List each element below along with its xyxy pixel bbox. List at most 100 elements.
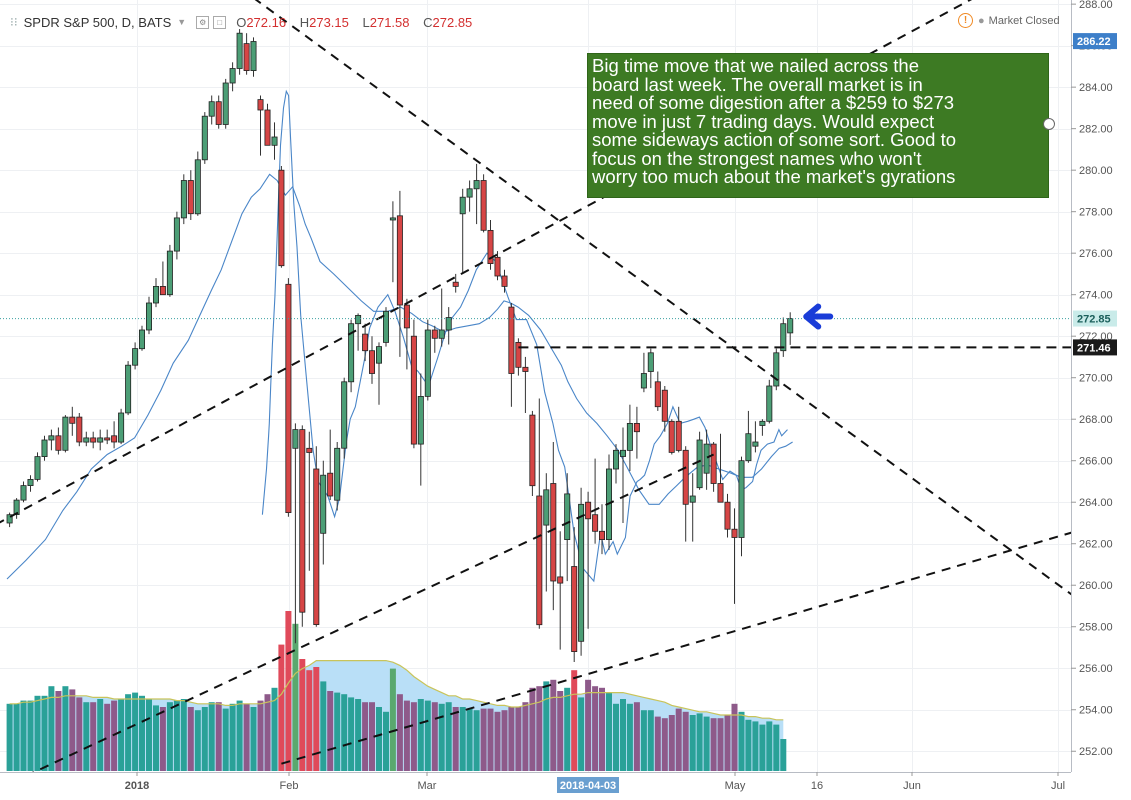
candle [180,174,187,225]
volume-bar [724,715,731,771]
candle [459,188,466,274]
candle [76,413,83,447]
candle-body [138,329,145,350]
volume-bar [187,707,194,771]
candle [640,352,647,393]
price-badge: 271.46 [1073,339,1117,356]
candle-body [125,364,132,414]
volume-bar [292,623,299,771]
volume-bar [166,702,173,771]
candle [466,180,473,212]
candle-body [201,115,208,161]
candle [487,220,494,270]
candle [759,419,766,436]
candle-body [633,422,640,433]
candle [90,431,97,449]
candle-body [738,460,745,538]
candle-body [626,422,633,451]
chevron-down-icon[interactable]: ▼ [177,17,187,27]
volume-bar [236,700,243,771]
volume-bar [299,659,306,771]
candle-body [536,495,543,626]
candle [745,410,752,463]
candle-body [557,576,564,584]
candle-body [661,389,668,422]
candle-body [97,437,104,443]
price-tick-label: 282.00 [1079,124,1113,136]
price-tick-label: 254.00 [1079,705,1113,717]
candle-body [313,468,320,626]
note-line: board last week. The overall market is i… [592,73,923,95]
time-axis-ticks: 2018 Feb Mar 2018-04-03 May 16 Jun Jul [125,772,1065,793]
price-tick-label: 262.00 [1079,539,1113,551]
volume-bar [445,702,452,771]
candle [522,356,529,413]
volume-bar [431,702,438,771]
candle [97,429,104,451]
close-value: 272.85 [432,14,473,30]
candle [661,386,668,432]
candle [703,429,710,490]
settings-icon[interactable]: ⚙ [196,15,210,29]
candle-body [159,285,166,296]
candle [738,456,745,557]
candle [320,460,327,565]
candle-body [278,169,285,267]
candle-body [522,366,529,372]
price-tick-label: 280.00 [1079,165,1113,177]
volume-bar [620,699,626,771]
volume-bar [766,721,773,771]
candle-body [187,180,194,215]
candle [159,261,166,296]
volume-bar [334,692,341,771]
candle [166,244,173,297]
candle-body [515,341,522,368]
candle [278,166,285,268]
candle [424,319,431,401]
candle [173,211,180,260]
price-tick-label: 252.00 [1079,746,1113,758]
note-line: need of some digestion after a $259 to $… [592,92,955,113]
candle-body [682,449,689,505]
note-resize-handle[interactable] [1043,118,1055,130]
candle-body [355,314,362,325]
candle-body [410,335,417,445]
open-label: O [236,14,247,30]
volume-bars [6,611,787,771]
grip-dots-icon[interactable]: ⁝⁝ [10,15,18,29]
candle [647,348,654,389]
candle-body [215,101,222,125]
ma-fast-line [261,89,788,583]
volume-bar [731,703,738,771]
candle-body [55,435,62,451]
symbol-title[interactable]: SPDR S&P 500, D, BATS [23,14,172,30]
warning-icon[interactable]: ! [958,13,973,28]
volume-bar [508,707,515,771]
candle [368,336,375,384]
note-line: Big time move that we nailed across the [592,55,919,76]
candle [773,348,780,391]
volume-bar [438,703,445,771]
candle [111,421,118,449]
candle [34,452,41,482]
volume-bar [452,707,459,771]
candle [396,190,403,357]
candle-body [76,416,83,443]
annotation-note[interactable]: Big time move that we nailed across the … [587,53,1049,198]
candle [348,319,355,393]
candle [452,273,459,293]
fullscreen-icon[interactable]: □ [213,15,227,29]
time-tick-label: May [725,780,746,792]
candle-body [382,310,389,343]
trendline [281,530,1077,765]
volume-bar [229,703,236,771]
candle-body [152,285,159,304]
candle [306,431,313,571]
candle-body [773,352,780,387]
candle [431,325,438,353]
trendline [254,0,1077,599]
candle [362,323,369,362]
note-line: some sideways action of some sort. Good … [592,129,957,150]
candle [194,151,201,216]
candle-body [620,449,627,457]
